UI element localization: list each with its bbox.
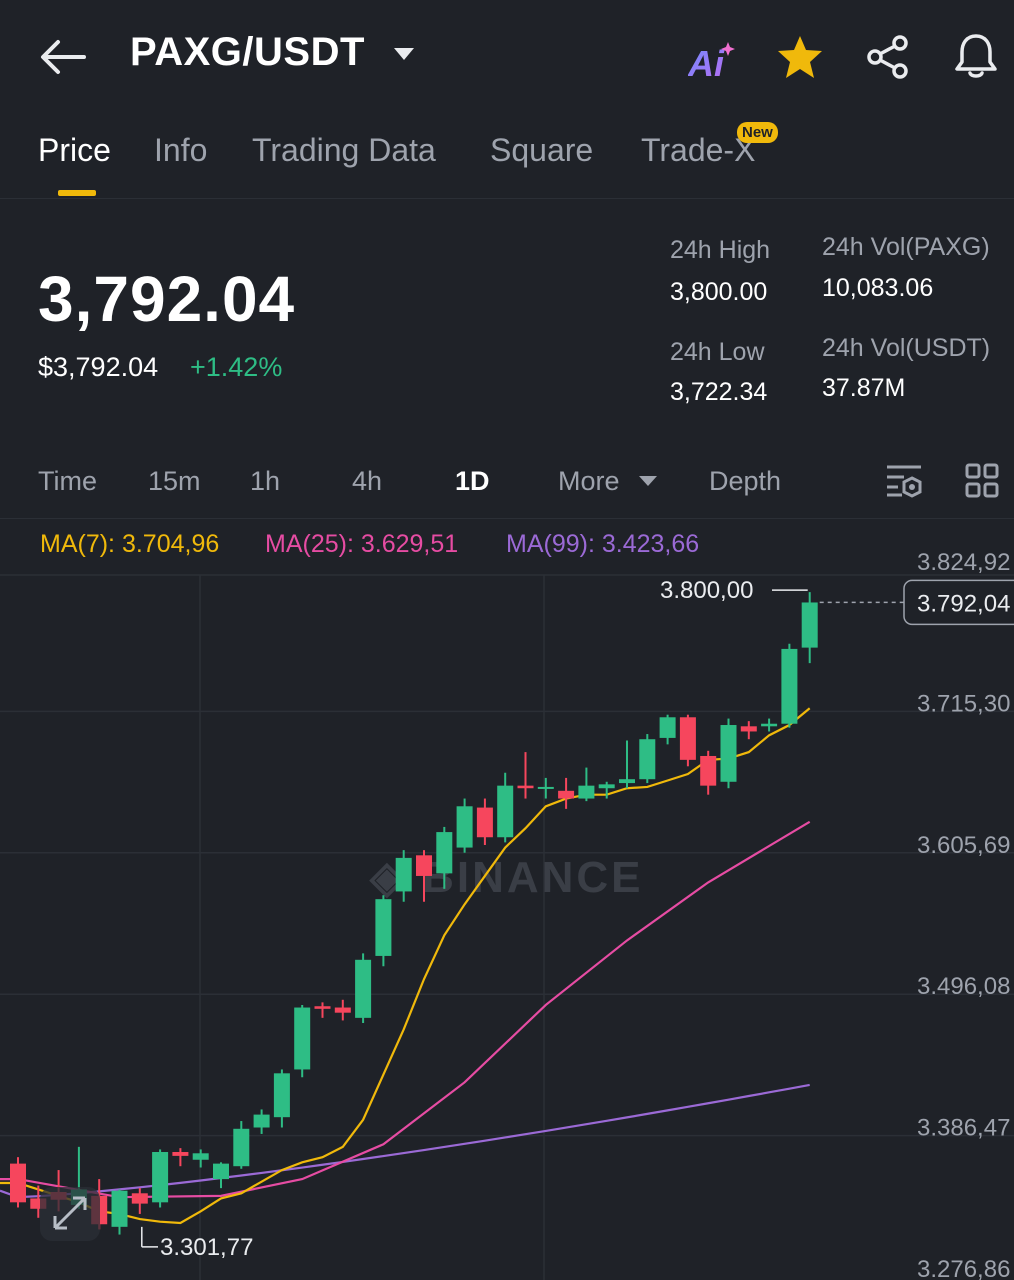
volume-base-label: 24h Vol(PAXG) (822, 233, 990, 261)
candle-body (761, 723, 778, 727)
volume-base-value: 10,083.06 (822, 274, 934, 302)
ai-icon[interactable]: Ai (687, 38, 740, 93)
bell-icon[interactable] (953, 32, 999, 80)
tab-info[interactable]: Info (154, 132, 208, 168)
candle-body (801, 602, 818, 648)
expand-icon (53, 1196, 87, 1230)
candle-body (578, 785, 595, 799)
candle-body (30, 1198, 47, 1209)
ai-label: Ai (688, 43, 725, 84)
trading-pair-title[interactable]: PAXG/USDT (130, 30, 365, 74)
tab-price[interactable]: Price (38, 132, 111, 168)
timeframe-1h[interactable]: 1h (250, 466, 281, 496)
last-price-label: 3.792,04 (917, 590, 1010, 617)
timeframe-15m[interactable]: 15m (148, 466, 201, 496)
candle-body (476, 807, 493, 838)
layout-grid-icon[interactable] (964, 462, 1000, 500)
low-price-label: 3.301,77 (160, 1234, 253, 1261)
timeframe-time[interactable]: Time (38, 466, 97, 496)
candle-body (395, 857, 412, 892)
candle-body (233, 1128, 250, 1167)
low-value: 3,722.34 (670, 378, 768, 406)
timeframe-more[interactable]: More (558, 466, 620, 496)
watermark: ◈ BINANCE (369, 853, 644, 902)
high-label: 24h High (670, 236, 771, 264)
high-price-label: 3.800,00 (660, 577, 753, 604)
candle-body (131, 1193, 148, 1204)
divider (0, 518, 1014, 519)
candle-body (619, 779, 635, 784)
candle-body (700, 755, 717, 786)
candle-body (598, 784, 615, 789)
ma25-legend: MA(25): 3.629,51 (265, 530, 459, 558)
low-label: 24h Low (670, 338, 765, 366)
new-badge: New (737, 122, 778, 143)
candle-body (253, 1114, 270, 1128)
back-arrow-icon[interactable] (38, 36, 88, 78)
candle-body (192, 1153, 209, 1160)
y-tick-label: 3.496,08 (917, 973, 1010, 1000)
ma7-legend: MA(7): 3.704,96 (40, 530, 220, 558)
depth-tab[interactable]: Depth (709, 466, 782, 496)
timeframe-4h[interactable]: 4h (352, 466, 383, 496)
ma99-legend: MA(99): 3.423,66 (506, 530, 700, 558)
candle-body (294, 1007, 311, 1070)
y-tick-label: 3.605,69 (917, 832, 1010, 859)
tab-bar: Price Info Trading Data Square Trade-X (0, 112, 1014, 199)
volume-quote-label: 24h Vol(USDT) (822, 334, 991, 362)
candle-body (355, 959, 372, 1018)
tab-square[interactable]: Square (490, 132, 594, 168)
candle-body (334, 1007, 351, 1013)
last-price: 3,792.04 (38, 263, 296, 335)
candle-body (639, 739, 656, 780)
candle-body (111, 1190, 128, 1227)
candle-body (375, 899, 392, 956)
share-icon[interactable] (865, 34, 911, 80)
price-change-percent: +1.42% (190, 352, 283, 382)
candle-body (152, 1152, 169, 1203)
candle-body (781, 648, 798, 724)
y-tick-label: 3.276,86 (917, 1256, 1010, 1280)
candle-body (558, 790, 575, 799)
candle-body (314, 1006, 331, 1009)
y-tick-label: 3.715,30 (917, 690, 1010, 717)
candle-body (537, 786, 554, 789)
ma99-line (0, 1083, 810, 1199)
top-bar: PAXG/USDT Ai (0, 0, 1014, 112)
candle-body (172, 1152, 189, 1156)
candle-body (436, 832, 453, 874)
star-icon[interactable] (776, 34, 824, 80)
usd-price: $3,792.04 (38, 352, 159, 382)
candle-body (10, 1163, 26, 1203)
active-tab-indicator (58, 190, 96, 196)
y-tick-label: 3.824,92 (917, 549, 1010, 576)
candle-body (679, 717, 696, 760)
candle-body (273, 1073, 290, 1118)
candle-body (659, 717, 676, 738)
tab-trade-x[interactable]: Trade-X (641, 132, 756, 168)
candle-body (740, 726, 757, 732)
candle-body (497, 785, 514, 838)
candle-body (720, 725, 737, 782)
more-caret-icon[interactable] (638, 475, 658, 487)
tab-trading-data[interactable]: Trading Data (252, 132, 436, 168)
candle-body (456, 806, 473, 848)
timeframe-1d[interactable]: 1D (455, 466, 490, 496)
ma7-line (0, 707, 811, 1225)
candle-body (416, 855, 432, 876)
caret-down-icon[interactable] (392, 46, 416, 62)
y-tick-label: 3.386,47 (917, 1115, 1010, 1142)
high-value: 3,800.00 (670, 278, 768, 306)
candle-body (517, 785, 534, 789)
indicator-settings-icon[interactable] (884, 462, 924, 500)
volume-quote-value: 37.87M (822, 374, 906, 402)
candle-body (213, 1163, 229, 1180)
last-price-box (903, 579, 1014, 626)
